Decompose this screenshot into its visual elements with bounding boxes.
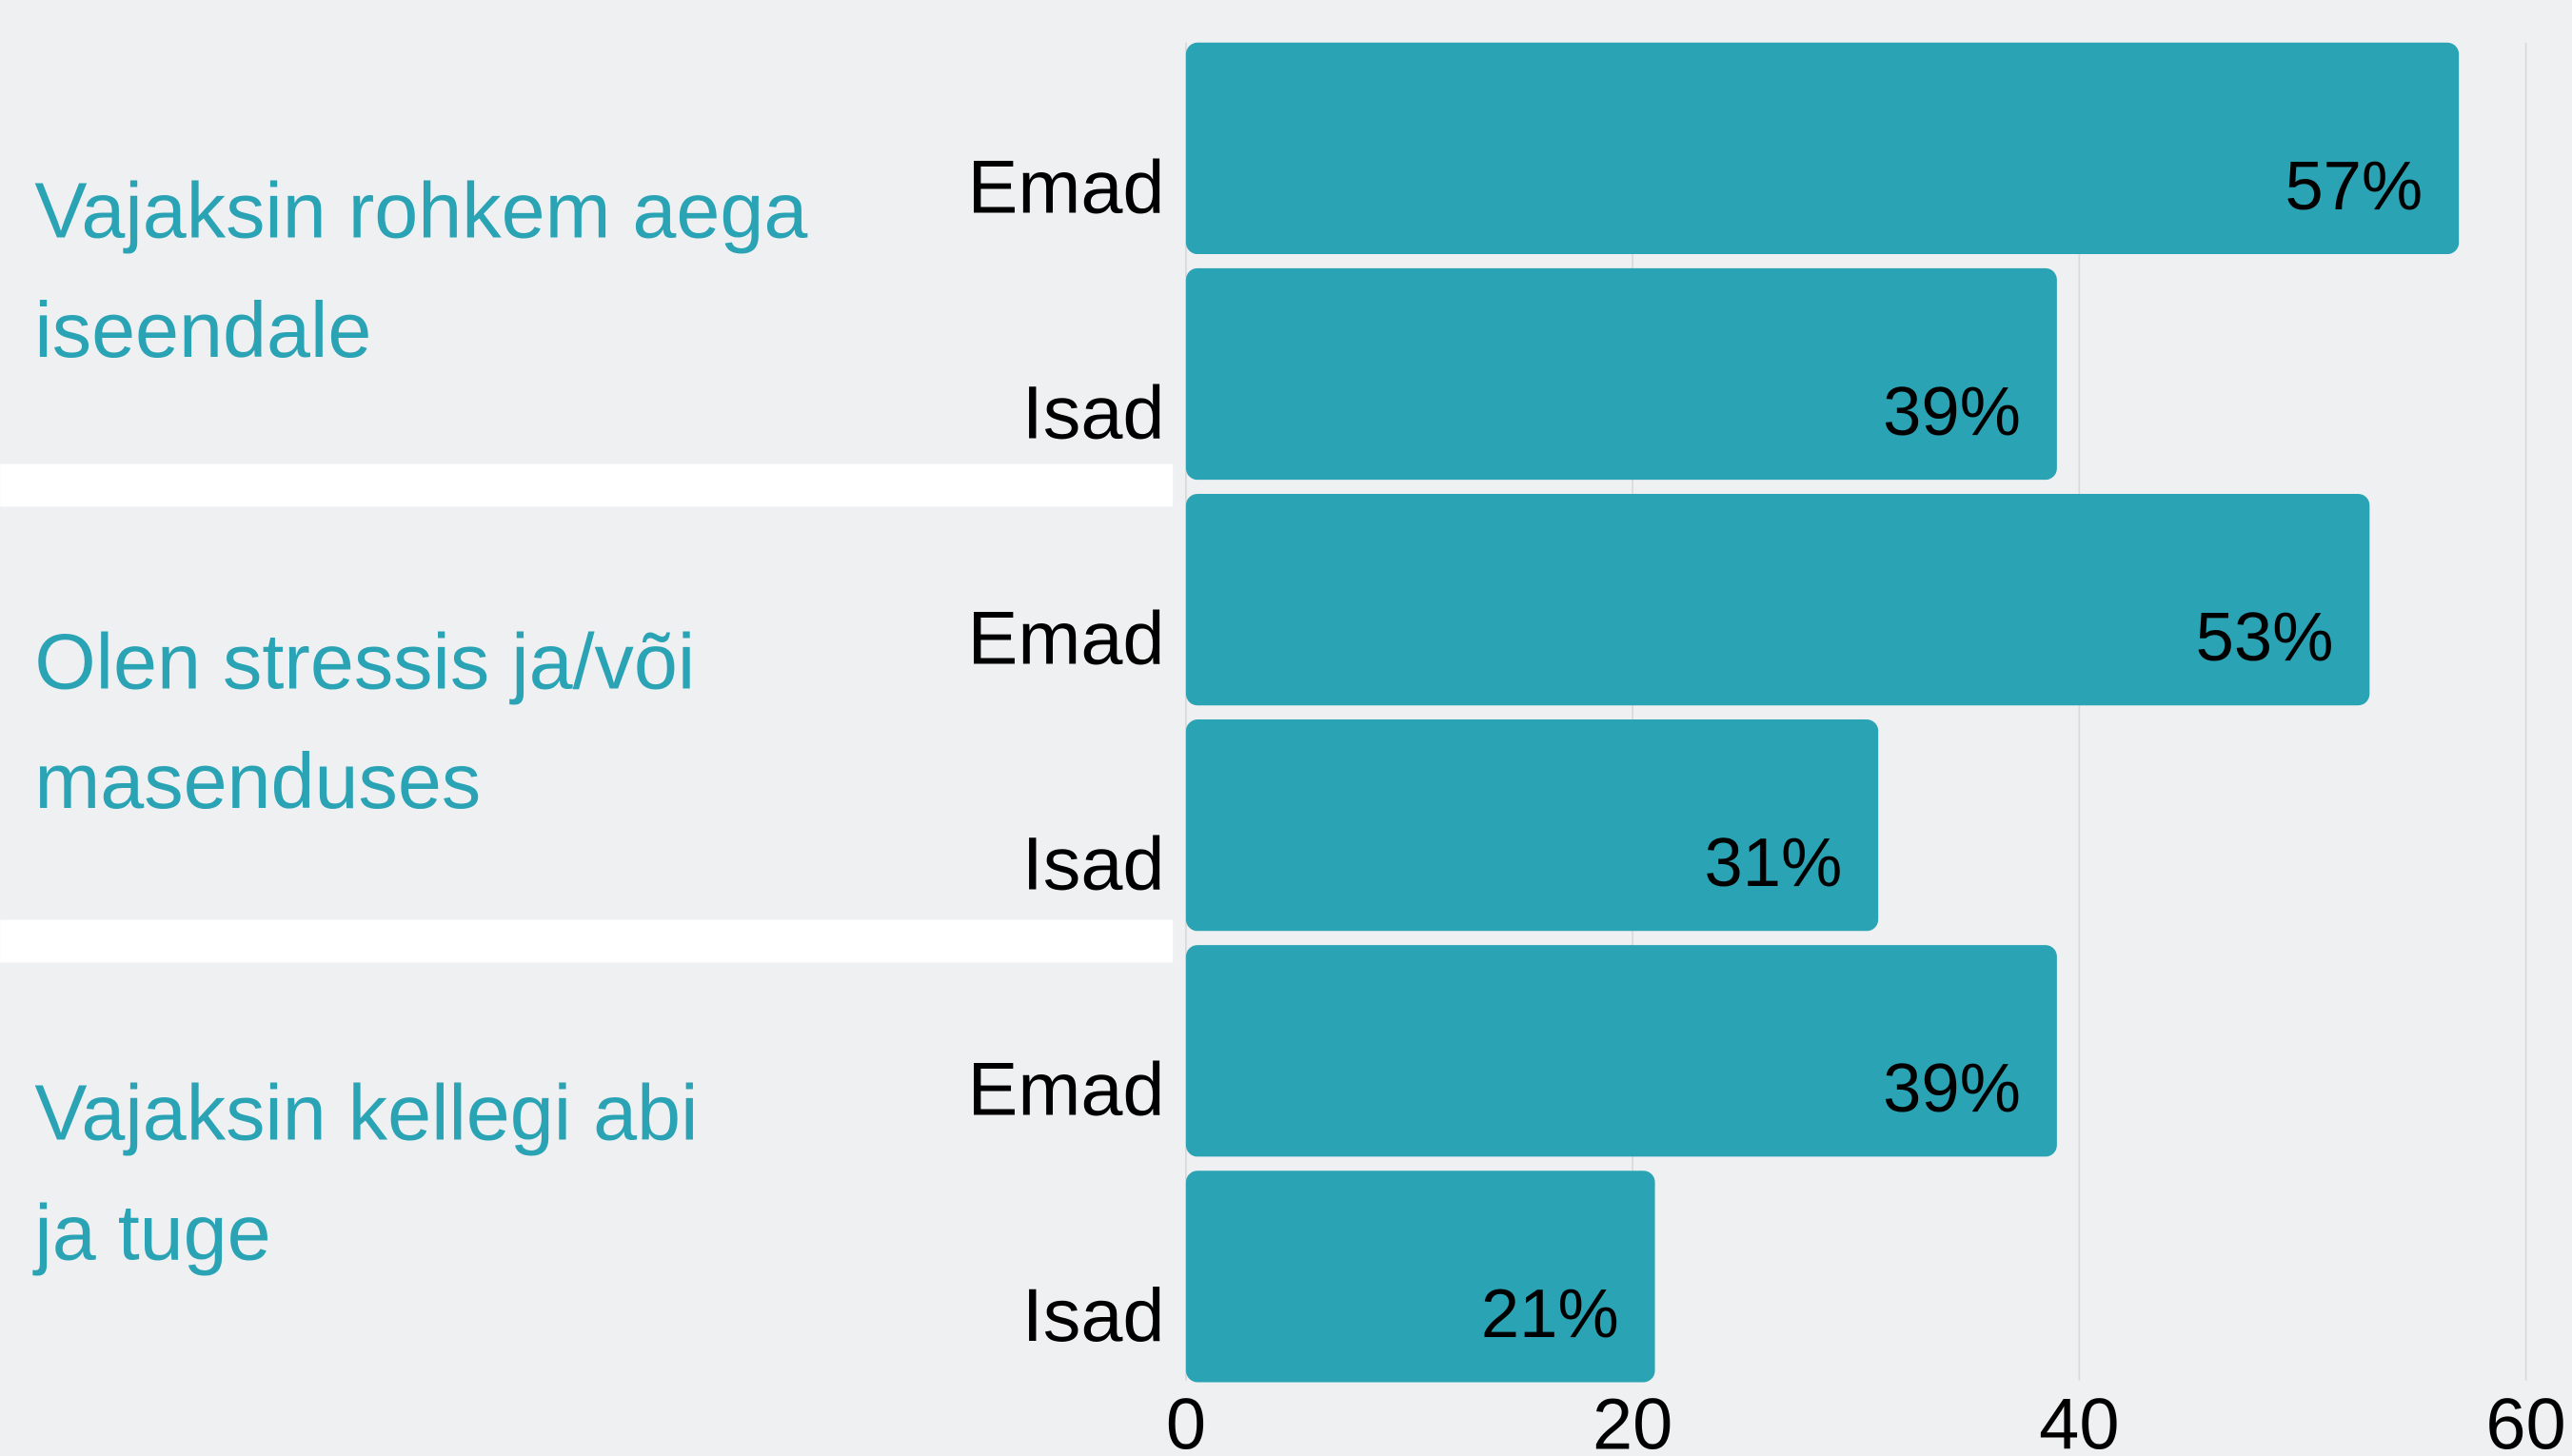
category-label: Emad <box>967 1047 1164 1131</box>
value-label: 31% <box>1704 824 1842 901</box>
value-label: 39% <box>1883 1050 2021 1127</box>
bar <box>1185 42 2460 255</box>
group-separator <box>0 463 1174 507</box>
x-tick-label: 60 <box>2485 1384 2565 1456</box>
value-label: 57% <box>2285 148 2423 225</box>
group-label: ja tuge <box>31 1188 270 1276</box>
value-label: 39% <box>1883 373 2021 450</box>
category-label: Emad <box>967 596 1164 680</box>
group-label: Olen stressis ja/või <box>34 617 695 705</box>
category-label: Emad <box>967 144 1164 228</box>
group-label: Vajaksin rohkem aega <box>34 166 807 254</box>
group-label: masenduses <box>34 737 481 825</box>
group-label: Vajaksin kellegi abi <box>34 1069 698 1157</box>
x-tick-label: 20 <box>1593 1384 1672 1456</box>
bar <box>1185 945 2057 1157</box>
category-label: Isad <box>1022 821 1165 906</box>
x-tick-label: 0 <box>1166 1384 1206 1456</box>
bar <box>1185 267 2057 481</box>
bar <box>1185 719 1879 932</box>
bar <box>1185 1171 1655 1383</box>
category-label: Isad <box>1022 369 1165 454</box>
bar <box>1185 493 2370 706</box>
group-label: iseendale <box>34 285 371 374</box>
category-label: Isad <box>1022 1272 1165 1357</box>
x-tick-label: 40 <box>2039 1384 2119 1456</box>
value-label: 53% <box>2196 599 2334 676</box>
value-label: 21% <box>1481 1275 1619 1352</box>
group-separator <box>0 919 1174 963</box>
